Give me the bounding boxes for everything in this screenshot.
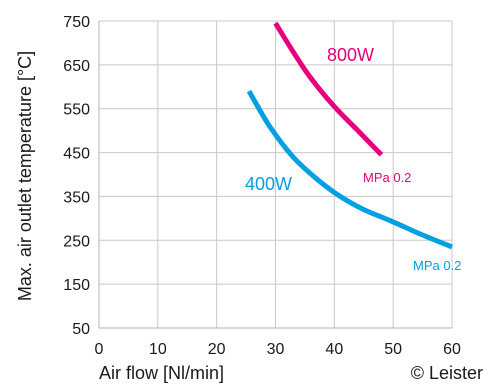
x-tick-label: 40 (325, 341, 343, 358)
series-line-400w (246, 89, 453, 250)
grid (98, 20, 453, 329)
series-label-800w: 800W (327, 45, 374, 65)
x-tick-label: 30 (267, 341, 285, 358)
series-note-800w: MPa 0.2 (363, 170, 411, 185)
x-tick-label: 20 (208, 341, 226, 358)
x-tick-label: 10 (149, 341, 167, 358)
curves (246, 21, 453, 250)
series-label-400w: 400W (245, 174, 292, 194)
tick-labels: 0 10 20 30 40 50 60 750 650 550 450 350 250 150 50 (63, 14, 461, 358)
x-tick-label: 50 (384, 341, 402, 358)
y-tick-label: 50 (72, 321, 90, 338)
y-tick-label: 250 (63, 233, 90, 250)
copyright-credit: © Leister (411, 363, 483, 383)
series-line-800w (273, 21, 384, 157)
y-tick-label: 150 (63, 277, 90, 294)
y-tick-label: 350 (63, 189, 90, 206)
y-tick-label: 650 (63, 58, 90, 75)
x-tick-label: 60 (443, 341, 461, 358)
y-axis-label: Max. air outlet temperature [°C] (15, 51, 35, 301)
x-tick-label: 0 (95, 341, 104, 358)
series-note-400w: MPa 0.2 (413, 258, 461, 273)
x-axis-label: Air flow [Nl/min] (99, 363, 224, 383)
y-tick-label: 750 (63, 14, 90, 31)
y-tick-label: 450 (63, 146, 90, 163)
y-tick-label: 550 (63, 102, 90, 119)
